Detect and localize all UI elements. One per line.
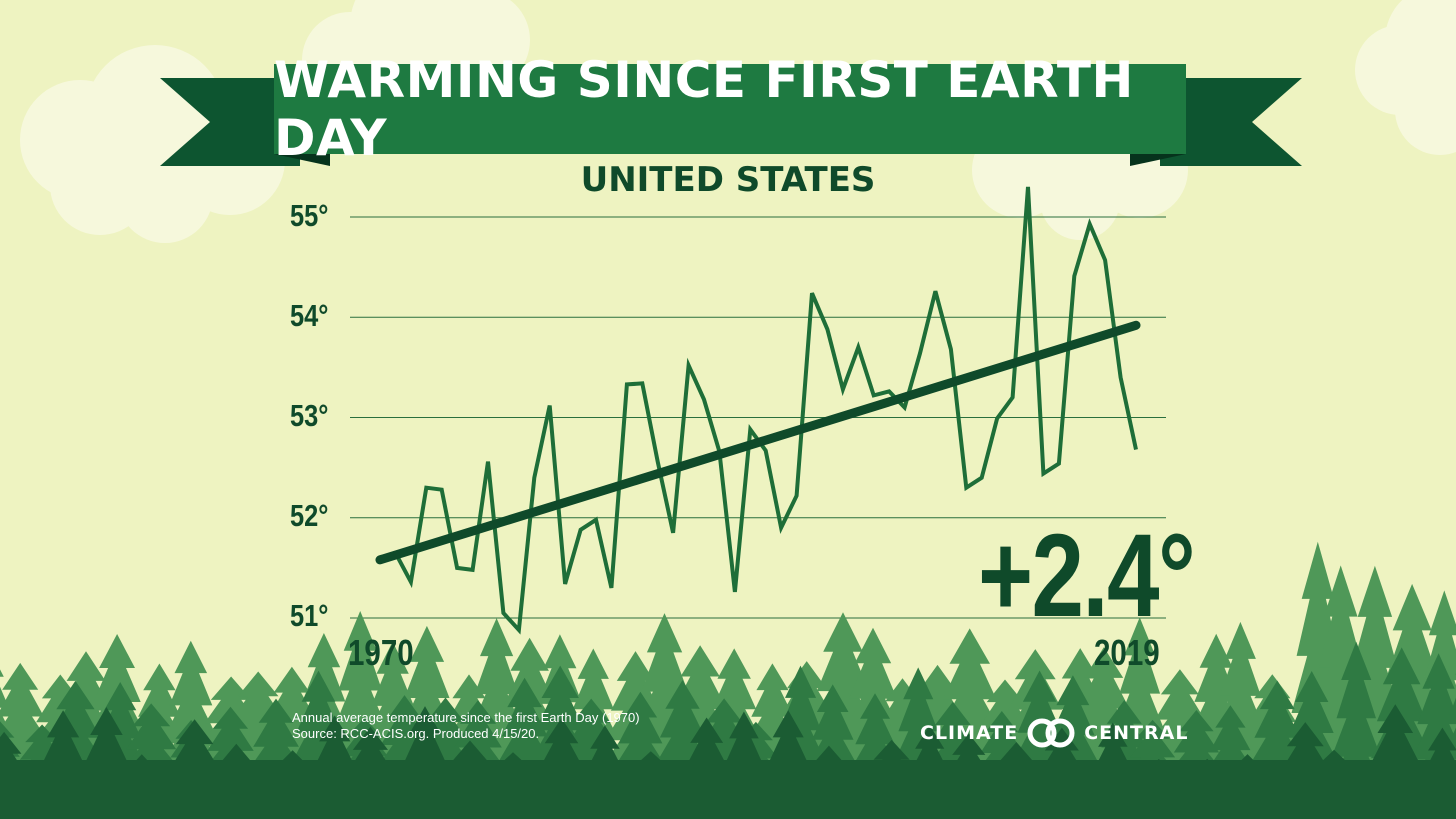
- trend-series: [375, 320, 1141, 565]
- tree-79: [1327, 641, 1386, 795]
- logo-rings-icon: [1027, 718, 1075, 748]
- y-tick-label-53: 53°: [290, 398, 329, 433]
- tree-15: [464, 618, 529, 770]
- warming-annotation: +2.4°: [978, 510, 1196, 642]
- cloud-far-right: [1355, 0, 1456, 155]
- tree-75: [1162, 710, 1230, 795]
- climate-central-logo: CLIMATE CENTRAL: [920, 716, 1188, 750]
- forest-silhouette: [0, 541, 1456, 819]
- y-tick-label-52: 52°: [290, 498, 329, 533]
- tree-74: [1119, 719, 1186, 795]
- tree-36: [1183, 633, 1249, 770]
- y-tick-label-54: 54°: [290, 298, 329, 333]
- chart-title: WARMING SINCE FIRST EARTH DAY: [274, 51, 1134, 167]
- source-note-line-2: Source: RCC-ACIS.org. Produced 4/15/20.: [292, 726, 540, 741]
- tree-48: [88, 682, 152, 795]
- tree-12: [361, 641, 425, 770]
- trend-line: [375, 320, 1141, 565]
- tree-1: [0, 662, 56, 770]
- y-tick-label-55: 55°: [290, 198, 329, 233]
- forest-ground: [0, 760, 1456, 819]
- tree-34: [1109, 617, 1170, 770]
- x-tick-label-start: 1970: [348, 632, 414, 673]
- logo-text-right: CENTRAL: [1084, 722, 1189, 744]
- chart-subtitle: UNITED STATES: [580, 160, 876, 200]
- title-banner: [160, 64, 1302, 166]
- tree-47: [38, 680, 113, 795]
- tree-63: [688, 698, 760, 795]
- tree-76: [1200, 705, 1260, 795]
- source-note-line-1: Annual average temperature since the fir…: [292, 710, 640, 725]
- source-note: Annual average temperature since the fir…: [292, 710, 640, 742]
- logo-text-left: CLIMATE: [920, 722, 1019, 744]
- tree-62: [649, 680, 716, 795]
- y-tick-label-51: 51°: [290, 598, 329, 633]
- tree-73: [1090, 700, 1159, 795]
- x-tick-label-end: 2019: [1094, 632, 1160, 673]
- tree-65: [770, 665, 831, 795]
- tree-66: [801, 684, 864, 795]
